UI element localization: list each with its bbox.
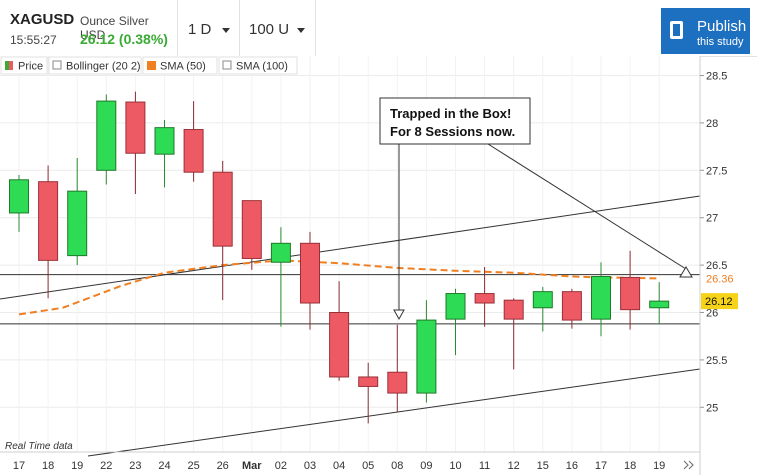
x-tick-label: 05 [362,460,374,472]
annotation[interactable]: Trapped in the Box! For 8 Sessions now. [379,97,687,310]
candle[interactable] [503,298,524,370]
publish-button[interactable]: Publish this study [661,8,750,54]
price-chart[interactable]: Trapped in the Box! For 8 Sessions now. … [0,56,757,475]
legend-label: Bollinger (20 2) [66,61,141,73]
candle[interactable] [387,324,408,413]
x-tick-label: 10 [449,460,461,472]
x-tick-label: 17 [595,460,607,472]
y-tick-label: 28.5 [706,71,727,83]
x-tick-label: 19 [653,460,665,472]
upper-trend-line[interactable] [0,195,701,300]
x-tick-label: 22 [100,460,112,472]
y-tick-label: 27 [706,213,718,225]
x-tick-label: 04 [333,460,345,472]
x-tick-label: 24 [158,460,170,472]
candle[interactable] [96,94,117,185]
x-tick-label: 02 [275,460,287,472]
candle[interactable] [241,200,262,270]
publish-title: Publish [697,18,747,35]
up-triangle-marker[interactable] [679,266,693,278]
sma-value-label: 26.36 [706,273,734,285]
chevron-down-icon [297,28,305,33]
candle[interactable] [125,91,146,194]
lower-trend-line[interactable] [87,368,701,457]
candle[interactable] [474,266,495,327]
candle[interactable] [591,262,611,337]
x-tick-label: 19 [71,460,83,472]
double-chevron-right-icon[interactable] [683,460,694,470]
candle[interactable] [329,281,350,381]
annotation-line-2: For 8 Sessions now. [390,124,515,139]
x-tick-label: 15 [537,460,549,472]
symbol-description: Ounce Silver USD [80,14,149,42]
bracket-icon [670,21,683,39]
y-tick-label: 25 [706,402,718,414]
y-tick-label: 25.5 [706,355,727,367]
legend-item[interactable]: Bollinger (20 2) [48,56,142,75]
candle[interactable] [154,120,175,188]
candle[interactable] [445,288,466,356]
x-tick-label: 12 [508,460,520,472]
quote-time: 15:55:27 [10,33,57,47]
y-tick-label: 26 [706,308,718,320]
sma-value-badge [701,270,738,287]
y-tick-label: 28 [706,118,718,130]
candle[interactable] [532,286,553,332]
legend-label: Price [18,61,43,73]
units-label: 100 U [249,21,290,38]
candle[interactable] [416,300,437,403]
last-price-label: 26.12 [705,296,733,308]
y-tick-label: 27.5 [706,165,727,177]
x-tick-label: 03 [304,460,316,472]
candle[interactable] [649,282,670,324]
x-tick-label: 08 [391,460,403,472]
x-tick-label: Mar [242,460,262,472]
price-change: 26.12 (0.38%) [80,31,168,47]
x-tick-label: 09 [420,460,432,472]
x-tick-label: 25 [187,460,199,472]
candle[interactable] [38,165,59,299]
chevron-down-icon [222,28,230,33]
legend-label: SMA (100) [236,61,288,73]
symbol-info[interactable]: XAGUSD Ounce Silver USD 15:55:27 26.12 (… [0,0,178,56]
candle[interactable] [620,250,641,330]
x-tick-label: 16 [566,460,578,472]
candle[interactable] [9,175,29,232]
candle[interactable] [561,288,582,329]
x-tick-label: 23 [129,460,141,472]
interval-label: 1 D [188,21,212,38]
candle[interactable] [183,101,204,182]
legend-item[interactable]: SMA (50) [142,56,218,75]
realtime-label: Real Time data [5,441,73,452]
units-dropdown[interactable]: 100 U [240,0,316,56]
last-price-badge [701,293,738,310]
x-tick-label: 26 [217,460,229,472]
candle[interactable] [212,160,233,301]
top-toolbar: XAGUSD Ounce Silver USD 15:55:27 26.12 (… [0,0,757,57]
x-tick-label: 18 [42,460,54,472]
symbol-name: XAGUSD [10,11,75,28]
legend-item[interactable]: SMA (100) [218,56,298,75]
x-tick-label: 17 [13,460,25,472]
legend-label: SMA (50) [160,61,206,73]
y-tick-label: 26.5 [706,260,727,272]
candle[interactable] [270,227,291,327]
candle[interactable] [300,231,320,330]
publish-subtitle: this study [697,36,744,48]
legend-item[interactable]: Price [0,56,48,75]
down-triangle-marker[interactable] [393,309,405,321]
x-tick-label: 18 [624,460,636,472]
interval-dropdown[interactable]: 1 D [178,0,240,56]
candle[interactable] [67,157,88,266]
candle[interactable] [358,362,379,424]
x-tick-label: 11 [479,460,490,472]
annotation-line-1: Trapped in the Box! [390,106,511,121]
